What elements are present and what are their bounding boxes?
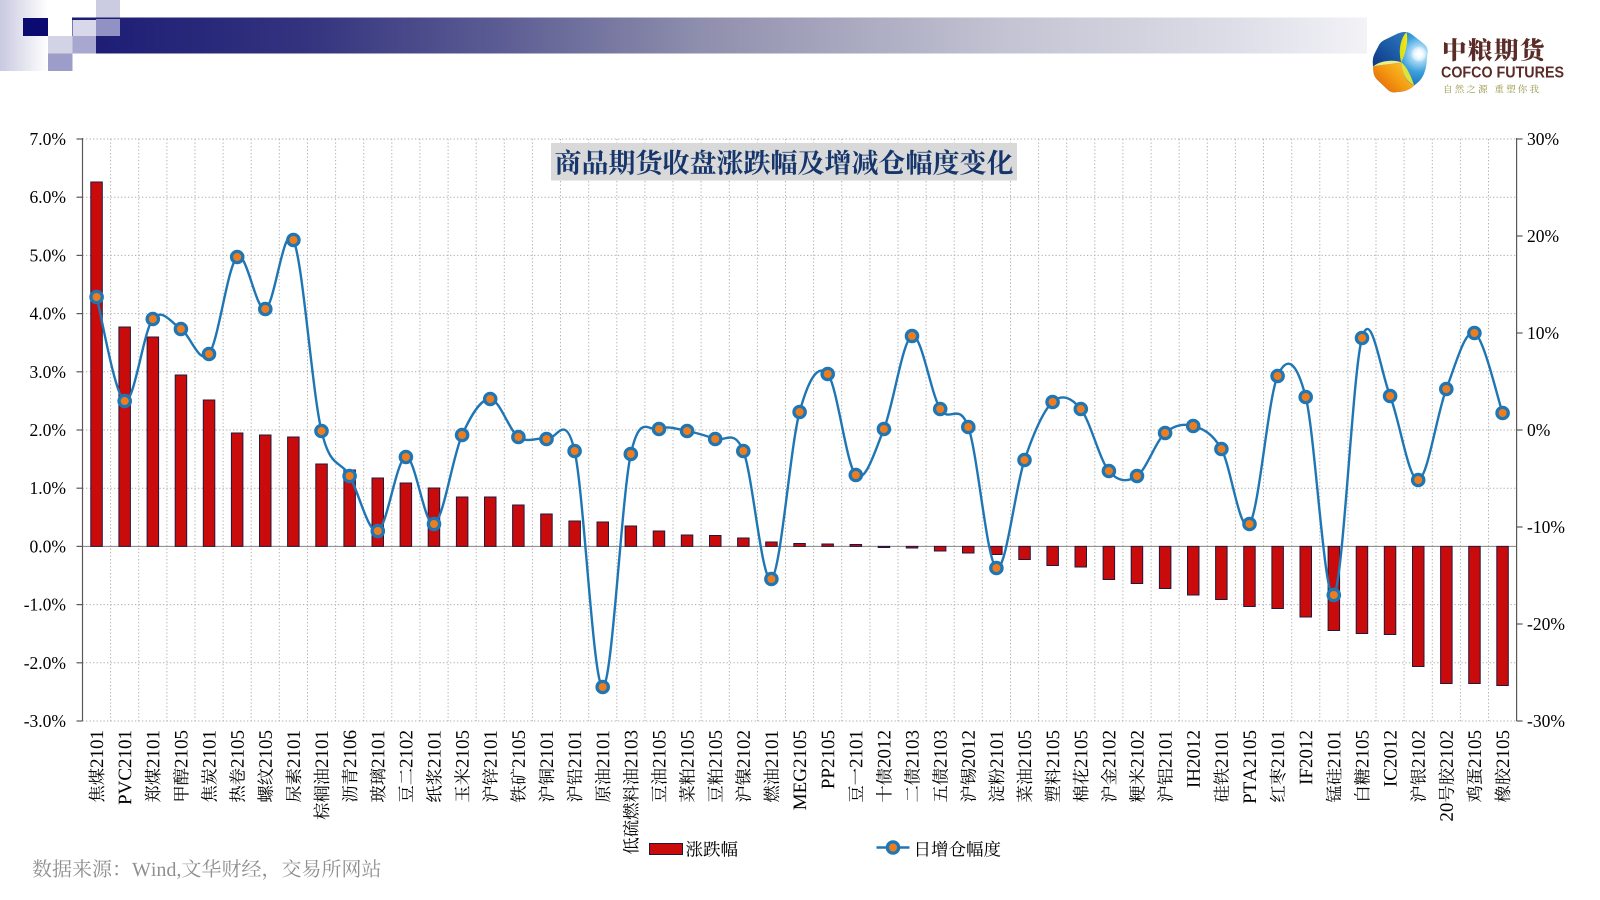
svg-text:-1.0%: -1.0% [24,595,66,615]
svg-text:-3.0%: -3.0% [24,711,66,731]
svg-text:-20%: -20% [1527,614,1565,634]
svg-text:COFCO FUTURES: COFCO FUTURES [1441,65,1564,82]
svg-text:20%: 20% [1527,226,1559,246]
svg-text:6.0%: 6.0% [30,187,66,207]
svg-text:0%: 0% [1527,420,1550,440]
svg-text:30%: 30% [1527,129,1559,149]
svg-text:1.0%: 1.0% [30,478,66,498]
svg-text:10%: 10% [1527,323,1559,343]
svg-text:3.0%: 3.0% [30,362,66,382]
svg-text:5.0%: 5.0% [30,245,66,265]
svg-text:-2.0%: -2.0% [24,653,66,673]
svg-text:0.0%: 0.0% [30,536,66,556]
svg-text:2.0%: 2.0% [30,420,66,440]
svg-text:-10%: -10% [1527,517,1565,537]
svg-text:4.0%: 4.0% [30,304,66,324]
svg-text:-30%: -30% [1527,711,1565,731]
svg-text:7.0%: 7.0% [30,129,66,149]
